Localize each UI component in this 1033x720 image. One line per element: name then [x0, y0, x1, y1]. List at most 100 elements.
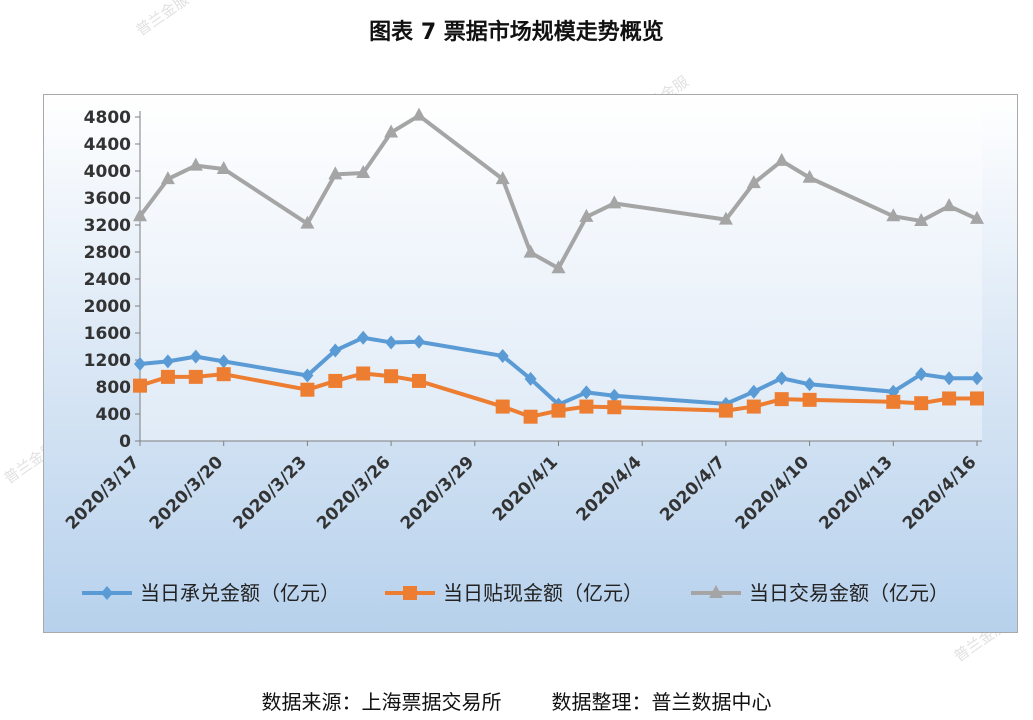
y-tick-label: 1200 [84, 351, 131, 371]
series-1-point [608, 388, 621, 403]
series-1-point [915, 367, 928, 382]
series-3-point [384, 124, 399, 138]
series-1-point [217, 354, 230, 369]
x-tick-label: 2020/3/23 [229, 452, 310, 533]
data-source: 数据来源：上海票据交易所 [261, 690, 502, 714]
series-3-point [133, 208, 147, 222]
series-2-point [523, 409, 538, 424]
x-tick-label: 2020/4/4 [573, 452, 646, 525]
series-2-point [384, 369, 399, 384]
y-tick-label: 1600 [84, 324, 131, 344]
series-2-point [942, 391, 957, 406]
source-line: 数据来源：上海票据交易所 数据整理：普兰数据中心 [0, 686, 1033, 715]
series-1-point [580, 385, 593, 400]
legend-label-3: 当日交易金额（亿元） [749, 581, 949, 605]
legend-marker-1 [101, 586, 113, 600]
series-2-point [551, 403, 566, 418]
series-3-point [160, 171, 175, 185]
y-tick-label: 4800 [84, 108, 131, 128]
plot-area [140, 107, 982, 441]
series-3-point [412, 107, 426, 121]
series-2-point [970, 391, 984, 406]
series-1-point [775, 371, 788, 386]
x-tick-label: 2020/4/7 [656, 452, 729, 525]
series-1-point [301, 368, 314, 383]
series-3-point [607, 195, 622, 209]
series-2-point [328, 373, 343, 388]
series-1-point [496, 348, 509, 363]
series-1-point [134, 357, 146, 372]
x-tick-label: 2020/4/13 [815, 452, 896, 533]
series-2-point [914, 396, 929, 411]
y-tick-label: 800 [96, 378, 132, 398]
series-1-point [971, 371, 983, 386]
series-1-point [329, 343, 342, 358]
series-3-point [188, 157, 203, 171]
series-2-point [300, 382, 315, 397]
series-3-point [746, 175, 761, 189]
series-2-point [133, 378, 147, 393]
series-1-point [413, 334, 425, 349]
series-3-point [970, 210, 984, 224]
y-tick-label: 4400 [84, 135, 131, 155]
series-3-point [356, 165, 371, 179]
series-2-point [579, 399, 594, 414]
series-3-point [579, 208, 594, 222]
series-1-point [189, 349, 202, 364]
series-line-1 [139, 335, 977, 407]
series-3-point [774, 152, 789, 166]
legend-marker-3 [709, 585, 723, 598]
series-3-point [216, 160, 231, 174]
series-2-point [356, 366, 371, 381]
series-line-3 [138, 113, 978, 271]
legend-marker-2 [403, 586, 417, 600]
chart-title: 图表 7 票据市场规模走势概览 [369, 20, 664, 45]
series-3-point [886, 208, 901, 222]
y-tick-label: 4000 [84, 162, 131, 182]
series-1-point [943, 371, 956, 386]
y-tick-label: 3200 [84, 216, 131, 236]
x-tick-label: 2020/3/29 [397, 452, 478, 533]
x-tick-label: 2020/3/17 [62, 452, 143, 533]
y-tick-label: 2000 [84, 297, 131, 317]
series-3-point [495, 171, 510, 185]
legend-label-2: 当日贴现金额（亿元） [443, 581, 643, 605]
series-1-point [803, 377, 816, 392]
x-tick-label: 2020/4/16 [899, 452, 980, 533]
series-3-point [551, 260, 566, 274]
y-tick-label: 3600 [84, 189, 131, 209]
x-tick-label: 2020/4/1 [489, 452, 562, 525]
chart-area: 0 400 800 1200 1600 2000 2400 2800 3200 3600 4000 4… [43, 94, 1018, 633]
y-tick-label: 2400 [84, 270, 131, 290]
series-3-point [802, 169, 817, 183]
series-1-point [357, 330, 370, 345]
data-compiler: 数据整理：普兰数据中心 [551, 690, 772, 714]
x-tick-label: 2020/4/10 [732, 452, 814, 534]
series-2-point [160, 369, 175, 384]
series-1-point [747, 384, 760, 399]
series-line-2 [139, 371, 977, 419]
series-1-point [524, 371, 537, 386]
y-tick-label: 2800 [84, 243, 131, 263]
y-tick-label: 0 [119, 432, 131, 452]
series-2-point [188, 369, 203, 384]
series-1-point [161, 354, 174, 369]
series-2-point [774, 392, 789, 407]
line-chart: 0 400 800 1200 1600 2000 2400 2800 3200 3600 4000 4… [62, 107, 984, 605]
series-3-point [718, 211, 733, 225]
series-3-point [300, 215, 315, 229]
series-2-point [495, 399, 510, 414]
y-tick-label: 400 [96, 405, 132, 425]
series-2-point [718, 403, 733, 418]
x-tick-label: 2020/3/26 [313, 452, 394, 533]
series-3-point [914, 212, 929, 226]
series-2-point [802, 392, 817, 407]
series-2-point [412, 373, 426, 388]
legend-label-1: 当日承兑金额（亿元） [140, 581, 340, 605]
series-3-point [942, 198, 957, 212]
series-2-point [607, 400, 622, 415]
series-3-point [328, 166, 343, 180]
x-tick-label: 2020/3/20 [146, 452, 228, 534]
series-1-point [385, 335, 398, 350]
series-2-point [886, 394, 901, 409]
